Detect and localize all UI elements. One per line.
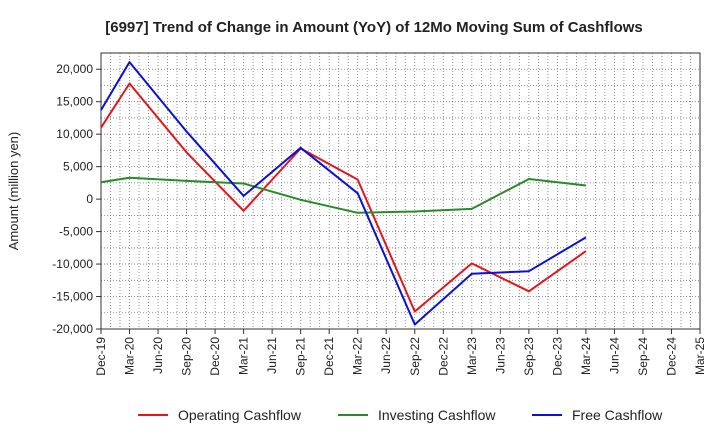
x-tick-label: Sep-20	[180, 337, 194, 376]
y-tick-label: -15,000	[52, 290, 93, 304]
x-tick-label: Jun-20	[151, 337, 165, 374]
chart-title: [6997] Trend of Change in Amount (YoY) o…	[105, 19, 643, 36]
y-tick-label: 0	[86, 192, 93, 206]
x-tick-label: Dec-23	[550, 337, 564, 376]
x-tick-label: Mar-24	[579, 337, 593, 375]
y-tick-label: -20,000	[52, 322, 93, 336]
x-tick-label: Dec-21	[322, 337, 336, 376]
series-line-investing-cashflow	[100, 176, 587, 214]
series-lines	[100, 61, 587, 326]
y-tick-label: 15,000	[56, 95, 93, 109]
y-tick-label: -5,000	[59, 225, 93, 239]
y-axis-ticks: 20,000 15,000 10,000 5,000 0 -5,000 -10,000 -15…	[52, 62, 101, 336]
x-tick-label: Jun-24	[607, 337, 621, 374]
plot-area	[100, 52, 701, 330]
y-tick-label: -10,000	[52, 257, 93, 271]
legend-label-operating-cashflow: Operating Cashflow	[178, 407, 302, 423]
y-tick-label: 10,000	[56, 127, 93, 141]
x-tick-label: Dec-19	[94, 337, 108, 376]
x-tick-label: Jun-22	[379, 337, 393, 374]
series-line-operating-cashflow	[100, 82, 587, 313]
x-tick-label: Sep-21	[294, 337, 308, 376]
x-tick-label: Mar-25	[693, 337, 707, 375]
x-tick-label: Dec-24	[664, 337, 678, 376]
grid-lines	[101, 53, 700, 329]
x-tick-label: Mar-20	[123, 337, 137, 375]
x-tick-label: Jun-23	[493, 337, 507, 374]
legend-label-free-cashflow: Free Cashflow	[572, 407, 663, 423]
x-tick-label: Mar-21	[237, 337, 251, 375]
y-axis-label: Amount (million yen)	[6, 132, 21, 251]
x-tick-label: Sep-22	[408, 337, 422, 376]
x-tick-label: Mar-22	[351, 337, 365, 375]
legend: Operating Cashflow Investing Cashflow Free…	[138, 407, 663, 423]
y-tick-label: 20,000	[56, 62, 93, 76]
x-tick-label: Dec-20	[208, 337, 222, 376]
y-tick-label: 5,000	[63, 160, 93, 174]
legend-label-investing-cashflow: Investing Cashflow	[378, 407, 496, 423]
x-tick-label: Sep-24	[636, 337, 650, 376]
series-line-free-cashflow	[100, 61, 587, 326]
x-axis-ticks: Dec-19 Mar-20 Jun-20 Sep-20 Dec-20 Mar-21 Jun-…	[94, 329, 707, 376]
x-tick-label: Sep-23	[522, 337, 536, 376]
x-tick-label: Jun-21	[265, 337, 279, 374]
x-tick-label: Mar-23	[465, 337, 479, 375]
x-tick-label: Dec-22	[436, 337, 450, 376]
